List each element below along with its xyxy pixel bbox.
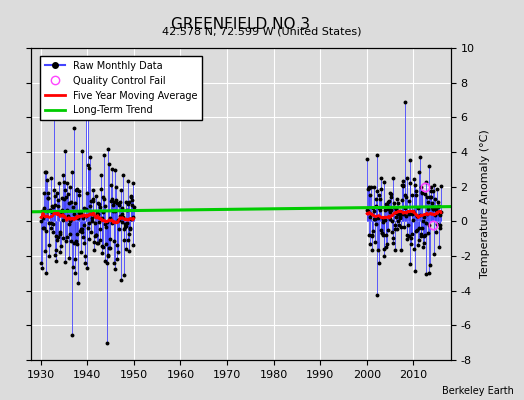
Title: GREENFIELD NO 3: GREENFIELD NO 3: [171, 16, 311, 32]
Y-axis label: Temperature Anomaly (°C): Temperature Anomaly (°C): [480, 130, 490, 278]
Legend: Raw Monthly Data, Quality Control Fail, Five Year Moving Average, Long-Term Tren: Raw Monthly Data, Quality Control Fail, …: [40, 56, 202, 120]
Text: Berkeley Earth: Berkeley Earth: [442, 386, 514, 396]
Text: 42.578 N, 72.599 W (United States): 42.578 N, 72.599 W (United States): [162, 26, 362, 36]
